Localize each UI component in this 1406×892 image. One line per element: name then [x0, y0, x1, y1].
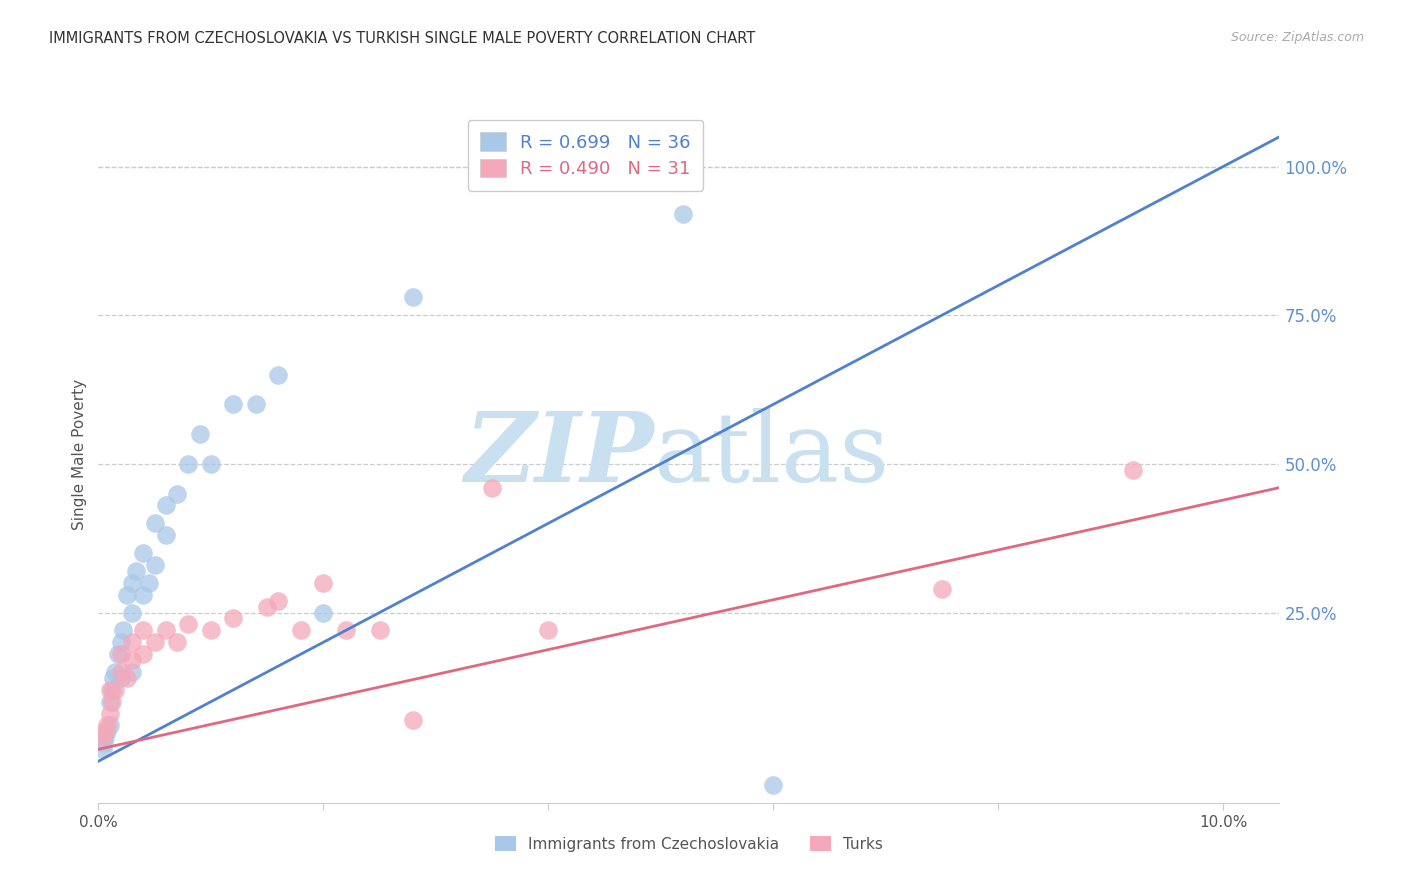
Point [124, 564, 146, 578]
Point [188, 427, 211, 442]
Point [143, 635, 166, 649]
Point [94, 724, 117, 739]
Point [177, 617, 200, 632]
Point [132, 588, 155, 602]
Point [110, 671, 132, 685]
Point [132, 546, 155, 560]
Point [110, 647, 132, 661]
Point [110, 665, 132, 679]
Point [537, 624, 560, 638]
Point [104, 665, 127, 679]
Point [121, 653, 143, 667]
Point [121, 665, 143, 679]
Point [107, 647, 129, 661]
Point [91, 742, 114, 756]
Point [166, 635, 188, 649]
Point [101, 671, 124, 685]
Point [312, 575, 335, 590]
Point [98, 706, 121, 721]
Point [155, 624, 177, 638]
Point [256, 599, 278, 614]
Point [101, 682, 124, 697]
Point [115, 588, 138, 602]
Point [762, 778, 785, 792]
Legend: Immigrants from Czechoslovakia, Turks: Immigrants from Czechoslovakia, Turks [488, 830, 890, 858]
Point [98, 695, 121, 709]
Text: IMMIGRANTS FROM CZECHOSLOVAKIA VS TURKISH SINGLE MALE POVERTY CORRELATION CHART: IMMIGRANTS FROM CZECHOSLOVAKIA VS TURKIS… [49, 31, 755, 46]
Point [245, 397, 267, 411]
Point [200, 457, 222, 471]
Point [91, 731, 114, 745]
Point [222, 611, 245, 625]
Y-axis label: Single Male Poverty: Single Male Poverty [72, 379, 87, 531]
Point [121, 606, 143, 620]
Point [481, 481, 503, 495]
Point [222, 397, 245, 411]
Point [101, 695, 124, 709]
Point [143, 558, 166, 572]
Text: atlas: atlas [654, 408, 890, 502]
Point [94, 731, 117, 745]
Point [121, 575, 143, 590]
Point [155, 528, 177, 542]
Point [290, 624, 312, 638]
Point [143, 516, 166, 531]
Text: Source: ZipAtlas.com: Source: ZipAtlas.com [1230, 31, 1364, 45]
Point [115, 671, 138, 685]
Point [93, 736, 115, 750]
Point [155, 499, 177, 513]
Point [96, 718, 118, 732]
Point [96, 724, 118, 739]
Point [177, 457, 200, 471]
Point [402, 290, 425, 304]
Point [335, 624, 357, 638]
Point [672, 207, 695, 221]
Text: ZIP: ZIP [464, 408, 654, 502]
Point [200, 624, 222, 638]
Point [166, 486, 188, 500]
Point [368, 624, 391, 638]
Point [312, 606, 335, 620]
Point [104, 682, 127, 697]
Point [267, 593, 290, 607]
Point [132, 624, 155, 638]
Point [110, 635, 132, 649]
Point [138, 575, 160, 590]
Point [98, 682, 121, 697]
Point [1122, 463, 1144, 477]
Point [132, 647, 155, 661]
Point [267, 368, 290, 382]
Point [98, 718, 121, 732]
Point [112, 624, 135, 638]
Point [402, 713, 425, 727]
Point [121, 635, 143, 649]
Point [931, 582, 953, 596]
